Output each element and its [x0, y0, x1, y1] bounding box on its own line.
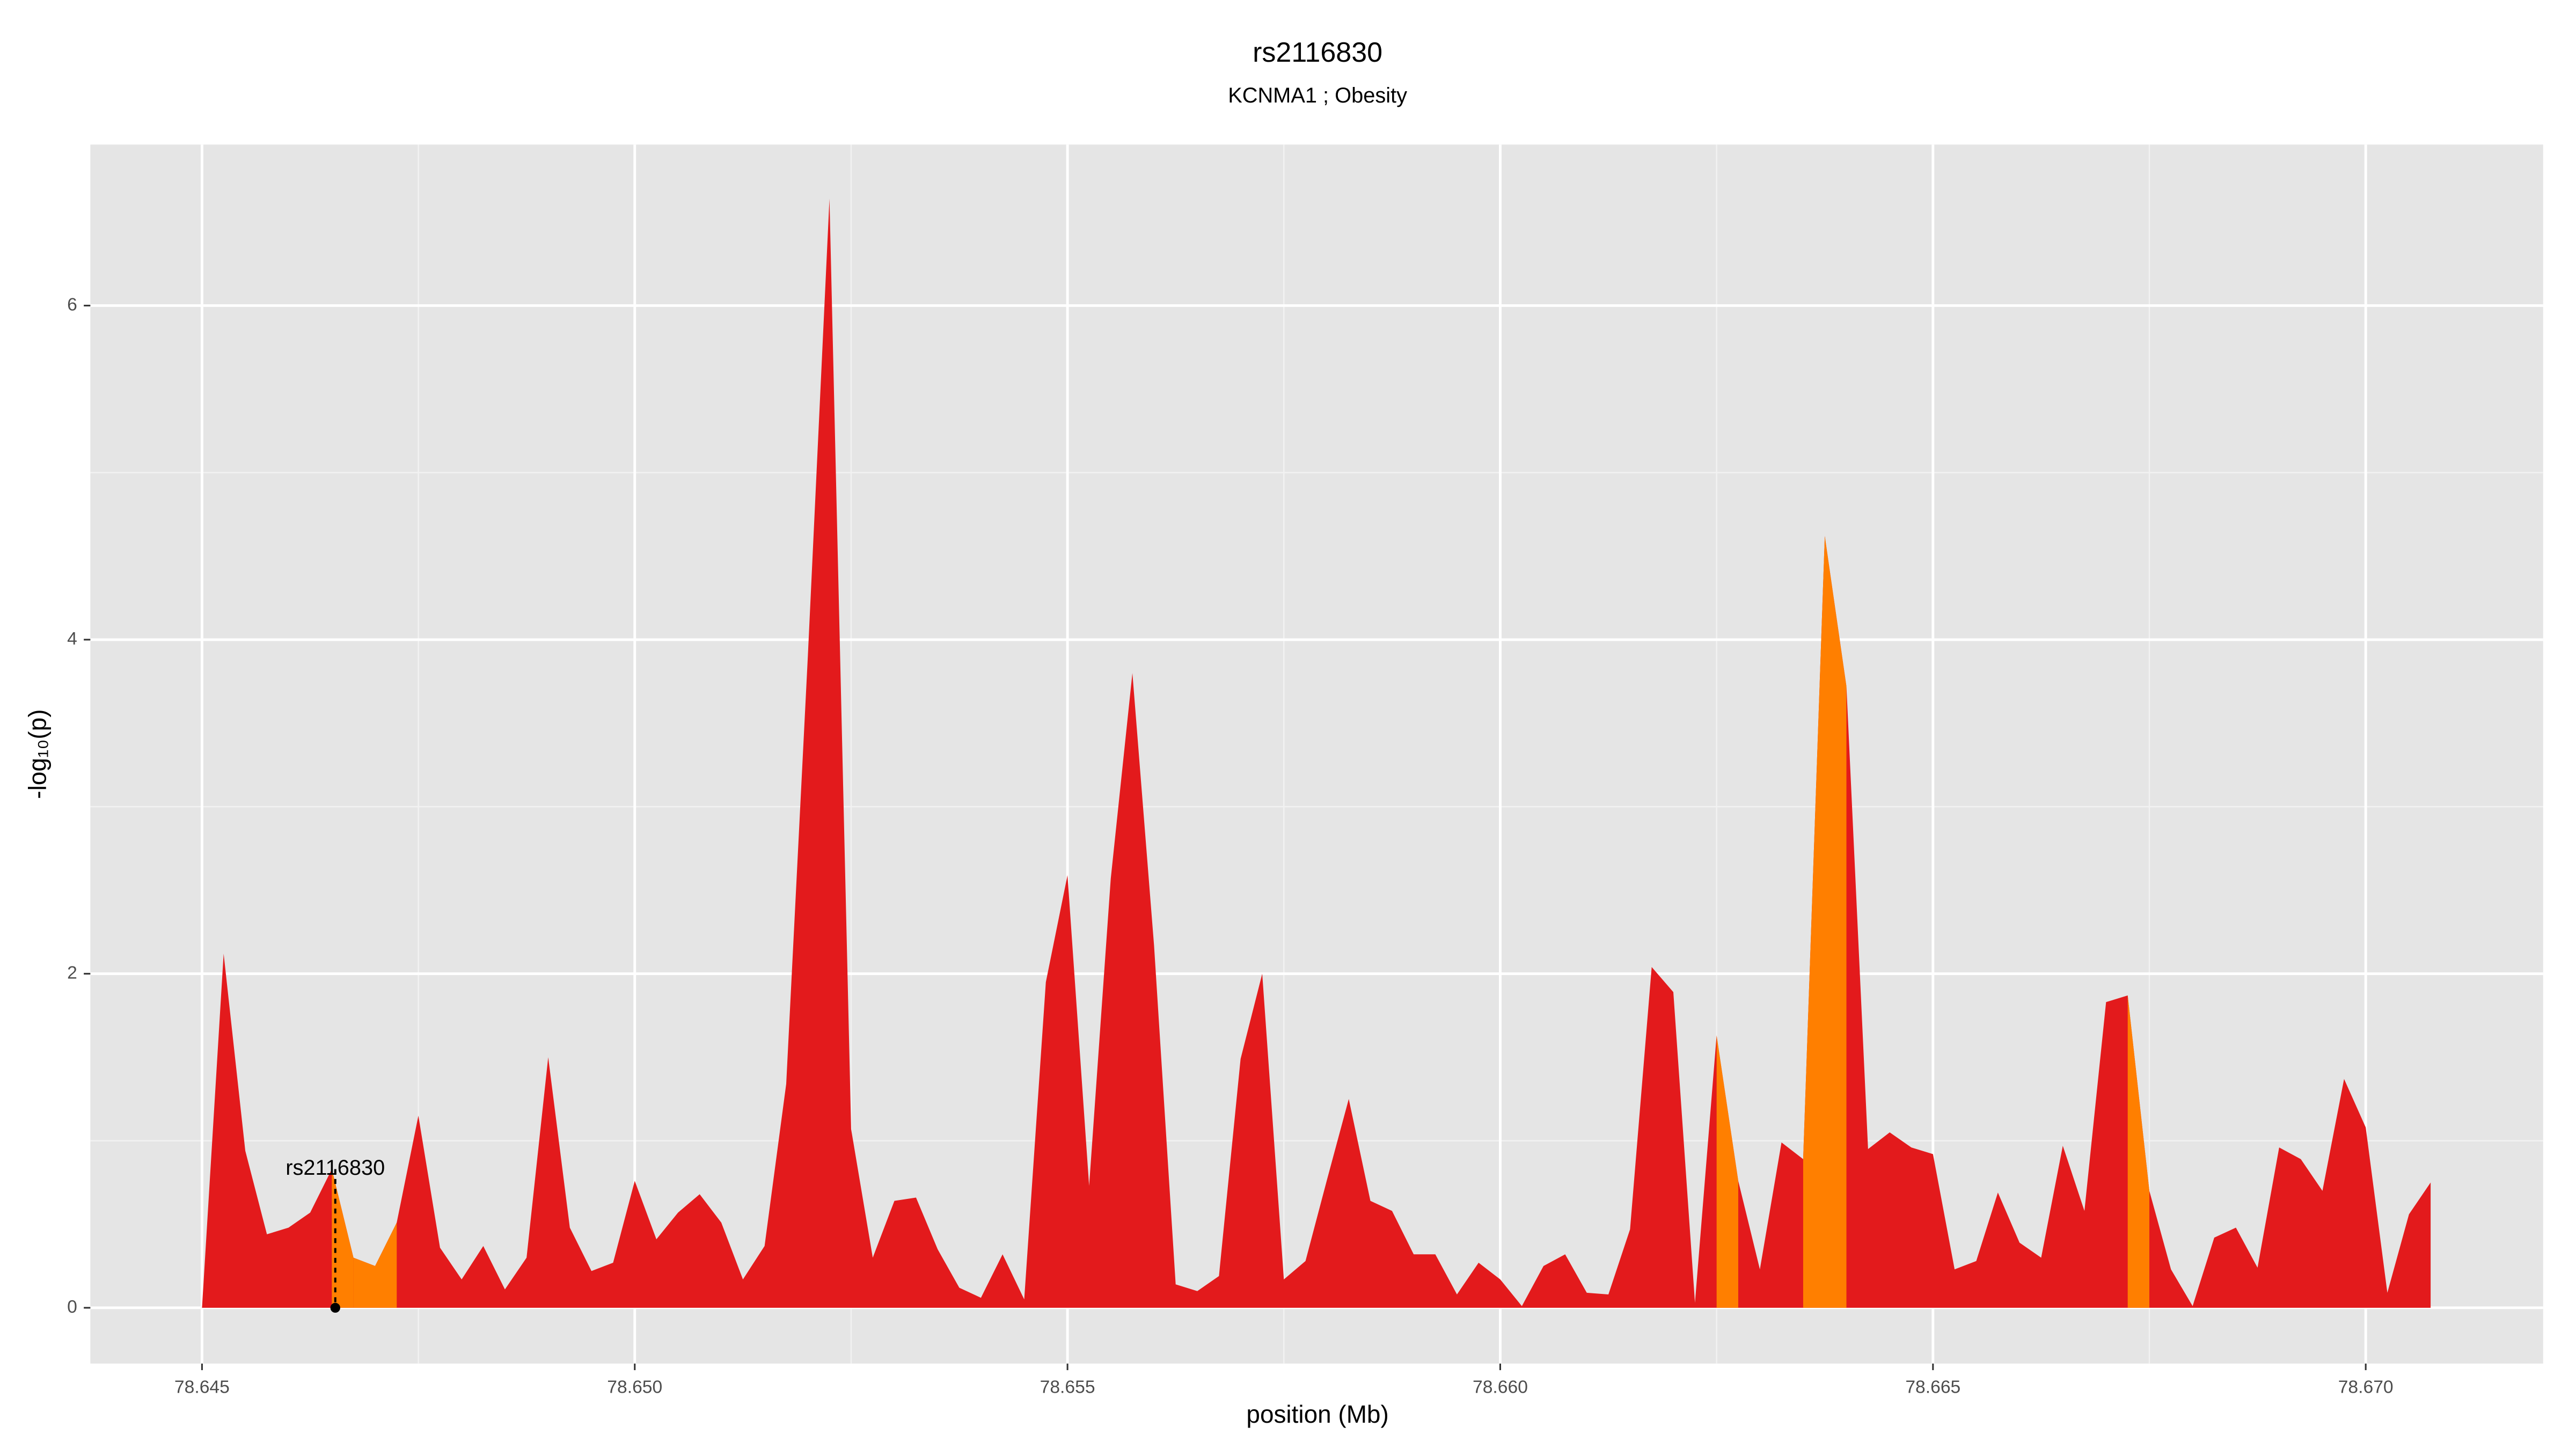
- highlight-area: [353, 1223, 397, 1308]
- highlight-area: [1803, 536, 1847, 1308]
- highlight-area: [1716, 1035, 1738, 1308]
- x-tick-label: 78.670: [2338, 1378, 2394, 1397]
- highlight-area: [2127, 995, 2149, 1308]
- annotation-label: rs2116830: [286, 1156, 385, 1180]
- y-tick-label: 4: [67, 629, 77, 649]
- chart-subtitle: KCNMA1 ; Obesity: [1228, 84, 1407, 107]
- x-tick-label: 78.645: [174, 1378, 230, 1397]
- y-axis-label: -log₁₀(p): [24, 709, 52, 799]
- annotation-point: [330, 1302, 340, 1313]
- area: [202, 199, 2431, 1308]
- x-axis-label: position (Mb): [1246, 1400, 1388, 1428]
- y-tick-label: 2: [67, 963, 77, 983]
- x-tick-label: 78.665: [1905, 1378, 1960, 1397]
- y-tick-label: 0: [67, 1297, 77, 1317]
- x-tick-label: 78.655: [1040, 1378, 1095, 1397]
- x-tick-label: 78.660: [1473, 1378, 1528, 1397]
- highlight-area: [332, 1169, 354, 1308]
- chart-title: rs2116830: [1253, 37, 1382, 68]
- panel: [90, 144, 2543, 1364]
- x-tick-label: 78.650: [607, 1378, 662, 1397]
- y-tick-label: 6: [67, 295, 77, 314]
